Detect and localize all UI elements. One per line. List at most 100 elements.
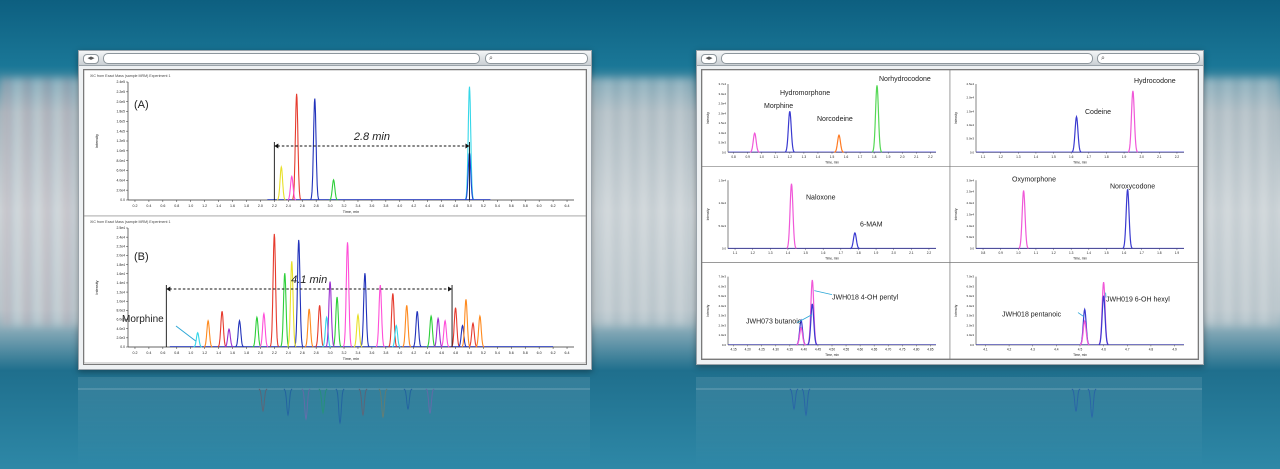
x-tick-label: 1.5: [1051, 155, 1056, 159]
y-tick-label: 3.0e3: [966, 314, 974, 318]
panel-a: XIC from Exact Mass (sample MRM) Experim…: [83, 69, 587, 217]
x-tick-label: 1.2: [750, 251, 755, 255]
peak-trace: [1079, 319, 1090, 346]
x-tick-label: 4.4: [425, 204, 430, 208]
x-axis-label: Time, min: [1073, 353, 1087, 357]
peak-trace: [871, 85, 883, 153]
peak-label: JWH018 4-OH pentyl: [832, 295, 899, 302]
x-axis-label: Time, min: [1073, 257, 1087, 261]
peak-trace: [235, 318, 244, 348]
x-tick-label: 1.8: [1157, 251, 1162, 255]
peak-trace: [375, 285, 385, 348]
y-tick-label: 1.0e4: [718, 131, 726, 135]
y-tick-label: 2.4e4: [117, 235, 126, 239]
x-tick-label: 1.4: [786, 251, 791, 255]
x-tick-label: 0.6: [160, 351, 165, 355]
peak-trace: [332, 296, 342, 348]
x-tick-label: 4.35: [787, 347, 793, 351]
mini-panel-6: 4.1 4.2 4.3 4.4 4.5 4.6 4.7 4.8 4.9 7.0e3 6.0e3 5.0…: [949, 262, 1199, 360]
x-tick-label: 1.8: [872, 155, 877, 159]
reflection-peak: [335, 388, 345, 425]
x-tick-label: 1.1: [1034, 251, 1039, 255]
y-tick-label: 1.5e4: [718, 178, 726, 182]
peak-trace: [412, 311, 422, 348]
peak-trace: [388, 293, 398, 348]
x-tick-label: 5.0: [467, 204, 472, 208]
span-arrow-head-right: [465, 143, 470, 149]
x-tick-label: 3.0: [328, 351, 333, 355]
x-tick-label: 4.2: [411, 351, 416, 355]
y-tick-label: 2.0e3: [718, 323, 726, 327]
x-tick-label: 3.8: [383, 351, 388, 355]
x-tick-label: 1.7: [1139, 251, 1144, 255]
y-tick-label: 6.0e3: [966, 284, 974, 288]
x-tick-label: 1.5: [1104, 251, 1109, 255]
back-button[interactable]: ◂▸: [701, 54, 717, 64]
peak-trace: [451, 307, 461, 348]
x-tick-label: 2.4: [286, 351, 291, 355]
peak-trace: [259, 311, 269, 348]
search-field[interactable]: ⌕: [1097, 53, 1200, 64]
x-tick-label: 1.4: [1087, 251, 1092, 255]
span-arrow-head-left: [274, 143, 279, 149]
x-tick-label: 4.75: [899, 347, 905, 351]
x-tick-label: 1.6: [844, 155, 849, 159]
x-tick-label: 1.4: [216, 351, 221, 355]
x-tick-label: 5.6: [509, 204, 514, 208]
x-tick-label: 6.4: [565, 351, 570, 355]
x-tick-label: 4.45: [815, 347, 821, 351]
panel-label: (B): [134, 251, 149, 263]
reflection-peak: [403, 388, 413, 411]
peak-trace: [786, 183, 797, 249]
mini-panel-4: 0.8 0.9 1.0 1.1 1.2 1.3 1.4 1.5 1.6 1.7 1.8 1.9 3.0e…: [949, 166, 1199, 263]
peak-trace: [807, 303, 818, 346]
span-arrow-head-right: [448, 286, 453, 292]
mini-panel-2: 1.1 1.2 1.3 1.4 1.5 1.6 1.7 1.8 1.9 2.0 2.1 2.2 2.5e…: [949, 69, 1199, 167]
right-chromatogram-grid: 0.8 0.9 1.0 1.1 1.2 1.3 1.4 1.5 1.6 1.7 1.8 1.9 2.0 2…: [701, 69, 1199, 360]
peak-label: Norhydrocodone: [879, 76, 931, 83]
x-tick-label: 0.8: [174, 351, 179, 355]
x-tick-label: 1.9: [1122, 155, 1127, 159]
x-tick-label: 0.9: [998, 251, 1003, 255]
search-field[interactable]: ⌕: [485, 53, 588, 64]
x-tick-label: 4.55: [843, 347, 849, 351]
x-tick-label: 2.6: [300, 351, 305, 355]
x-tick-label: 1.0: [188, 351, 193, 355]
label-pointer: [814, 290, 833, 295]
y-tick-label: 5.0e3: [718, 294, 726, 298]
x-tick-label: 5.2: [481, 351, 486, 355]
reflection-peak: [318, 388, 328, 415]
y-tick-label: 2.0e3: [966, 323, 974, 327]
x-tick-label: 1.0: [188, 204, 193, 208]
x-tick-label: 1.3: [1016, 155, 1021, 159]
x-tick-label: 3.4: [355, 351, 360, 355]
y-tick-label: 1.5e4: [718, 121, 726, 125]
panel-label: (A): [134, 99, 149, 111]
left-window-content: XIC from Exact Mass (sample MRM) Experim…: [83, 69, 587, 365]
y-tick-label: 3.0e3: [718, 314, 726, 318]
x-tick-label: 2.1: [914, 155, 919, 159]
peak-trace: [461, 299, 471, 348]
y-tick-label: 2.2e4: [117, 245, 126, 249]
address-bar[interactable]: [103, 53, 480, 64]
x-tick-label: 2.0: [258, 351, 263, 355]
peak-trace: [749, 131, 760, 153]
x-tick-label: 3.6: [369, 204, 374, 208]
back-button[interactable]: ◂▸: [83, 54, 99, 64]
peak-trace: [325, 281, 335, 348]
address-bar[interactable]: [721, 53, 1093, 64]
y-tick-label: 2.0e3: [117, 336, 126, 340]
y-axis-label: Intensity: [95, 280, 99, 294]
x-tick-label: 2.1: [1157, 155, 1162, 159]
x-tick-label: 0.8: [981, 251, 986, 255]
peak-label: Morphine: [764, 103, 793, 110]
x-tick-label: 4.4: [1054, 347, 1059, 351]
x-tick-label: 6.4: [565, 204, 570, 208]
y-tick-label: 8.0e3: [117, 309, 126, 313]
y-axis-label: Intensity: [954, 112, 958, 124]
peak-trace: [475, 314, 485, 348]
y-axis-label: Intensity: [95, 134, 99, 148]
x-axis-label: Time, min: [825, 257, 839, 261]
x-tick-label: 4.8: [453, 351, 458, 355]
mini-panel-frame: [949, 166, 1199, 263]
